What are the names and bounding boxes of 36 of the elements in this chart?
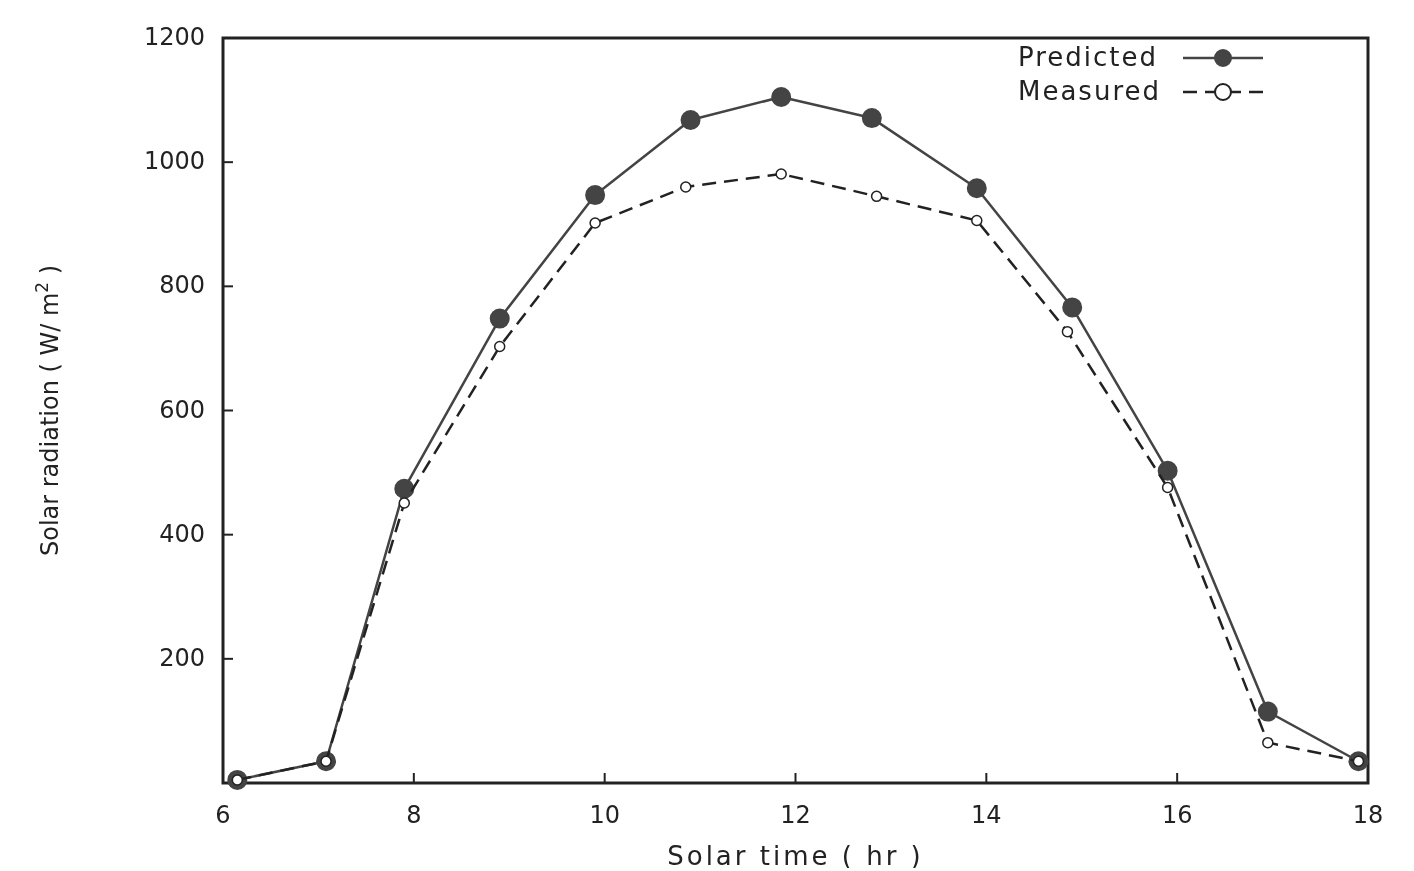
- point: [489, 308, 510, 329]
- x-tick-label: 14: [971, 801, 1002, 829]
- point: [966, 178, 987, 199]
- legend-label: Predicted: [1018, 41, 1159, 72]
- x-tick-label: 12: [780, 801, 811, 829]
- point: [680, 109, 701, 130]
- y-tick-label: 1000: [143, 147, 205, 176]
- x-tick-label: 6: [215, 801, 231, 829]
- x-tick-label: 8: [406, 801, 422, 829]
- point: [775, 168, 787, 180]
- point: [971, 214, 983, 227]
- point: [493, 340, 506, 353]
- y-tick-label: 800: [159, 271, 205, 300]
- legend-label: Measured: [1018, 75, 1162, 106]
- point: [394, 478, 415, 499]
- x-tick-label: 10: [589, 801, 620, 829]
- point: [1062, 297, 1083, 318]
- y-tick-label: 1200: [143, 23, 205, 51]
- x-tick-label: 16: [1161, 801, 1193, 829]
- point: [870, 190, 883, 203]
- point: [1262, 736, 1274, 749]
- point: [1257, 701, 1278, 722]
- y-tick-label: 200: [159, 643, 205, 672]
- y-tick-label: 600: [159, 395, 205, 424]
- x-axis-title: Solar time ( hr ): [667, 841, 924, 871]
- point: [398, 497, 411, 509]
- point: [861, 108, 882, 129]
- point: [1061, 325, 1074, 338]
- y-tick-label: 400: [159, 519, 205, 548]
- point: [1157, 460, 1178, 481]
- point: [1161, 481, 1174, 494]
- point: [589, 217, 601, 229]
- point: [771, 86, 792, 107]
- x-tick-label: 18: [1352, 801, 1384, 829]
- point: [680, 181, 692, 193]
- point: [585, 185, 606, 206]
